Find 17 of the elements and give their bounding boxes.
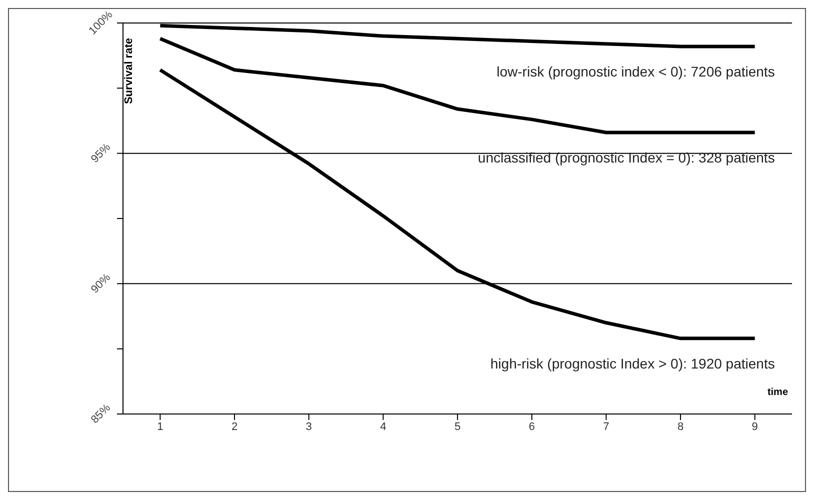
y-axis-title: Survival rate [122,38,135,104]
series-label: low-risk (prognostic index < 0): 7206 patients [496,63,775,80]
y-tick-label: 95% [88,141,114,166]
x-tick-label: 1 [157,420,164,433]
x-tick-label: 2 [231,420,238,433]
x-tick-label: 5 [454,420,461,433]
x-tick-label: 6 [528,420,535,433]
x-tick-label: 3 [306,420,312,433]
series-label: unclassified (prognostic Index = 0): 328 patients [478,149,775,166]
series-label: high-risk (prognostic Index > 0): 1920 patients [490,355,775,372]
y-tick-label: 85% [88,402,114,426]
x-tick-label: 9 [752,420,758,433]
y-tick-label: 90% [88,271,114,296]
x-tick-label: 8 [677,420,684,433]
x-tick-label: 7 [603,420,610,433]
x-axis-title: time [767,387,788,398]
x-tick-label: 4 [380,420,386,433]
